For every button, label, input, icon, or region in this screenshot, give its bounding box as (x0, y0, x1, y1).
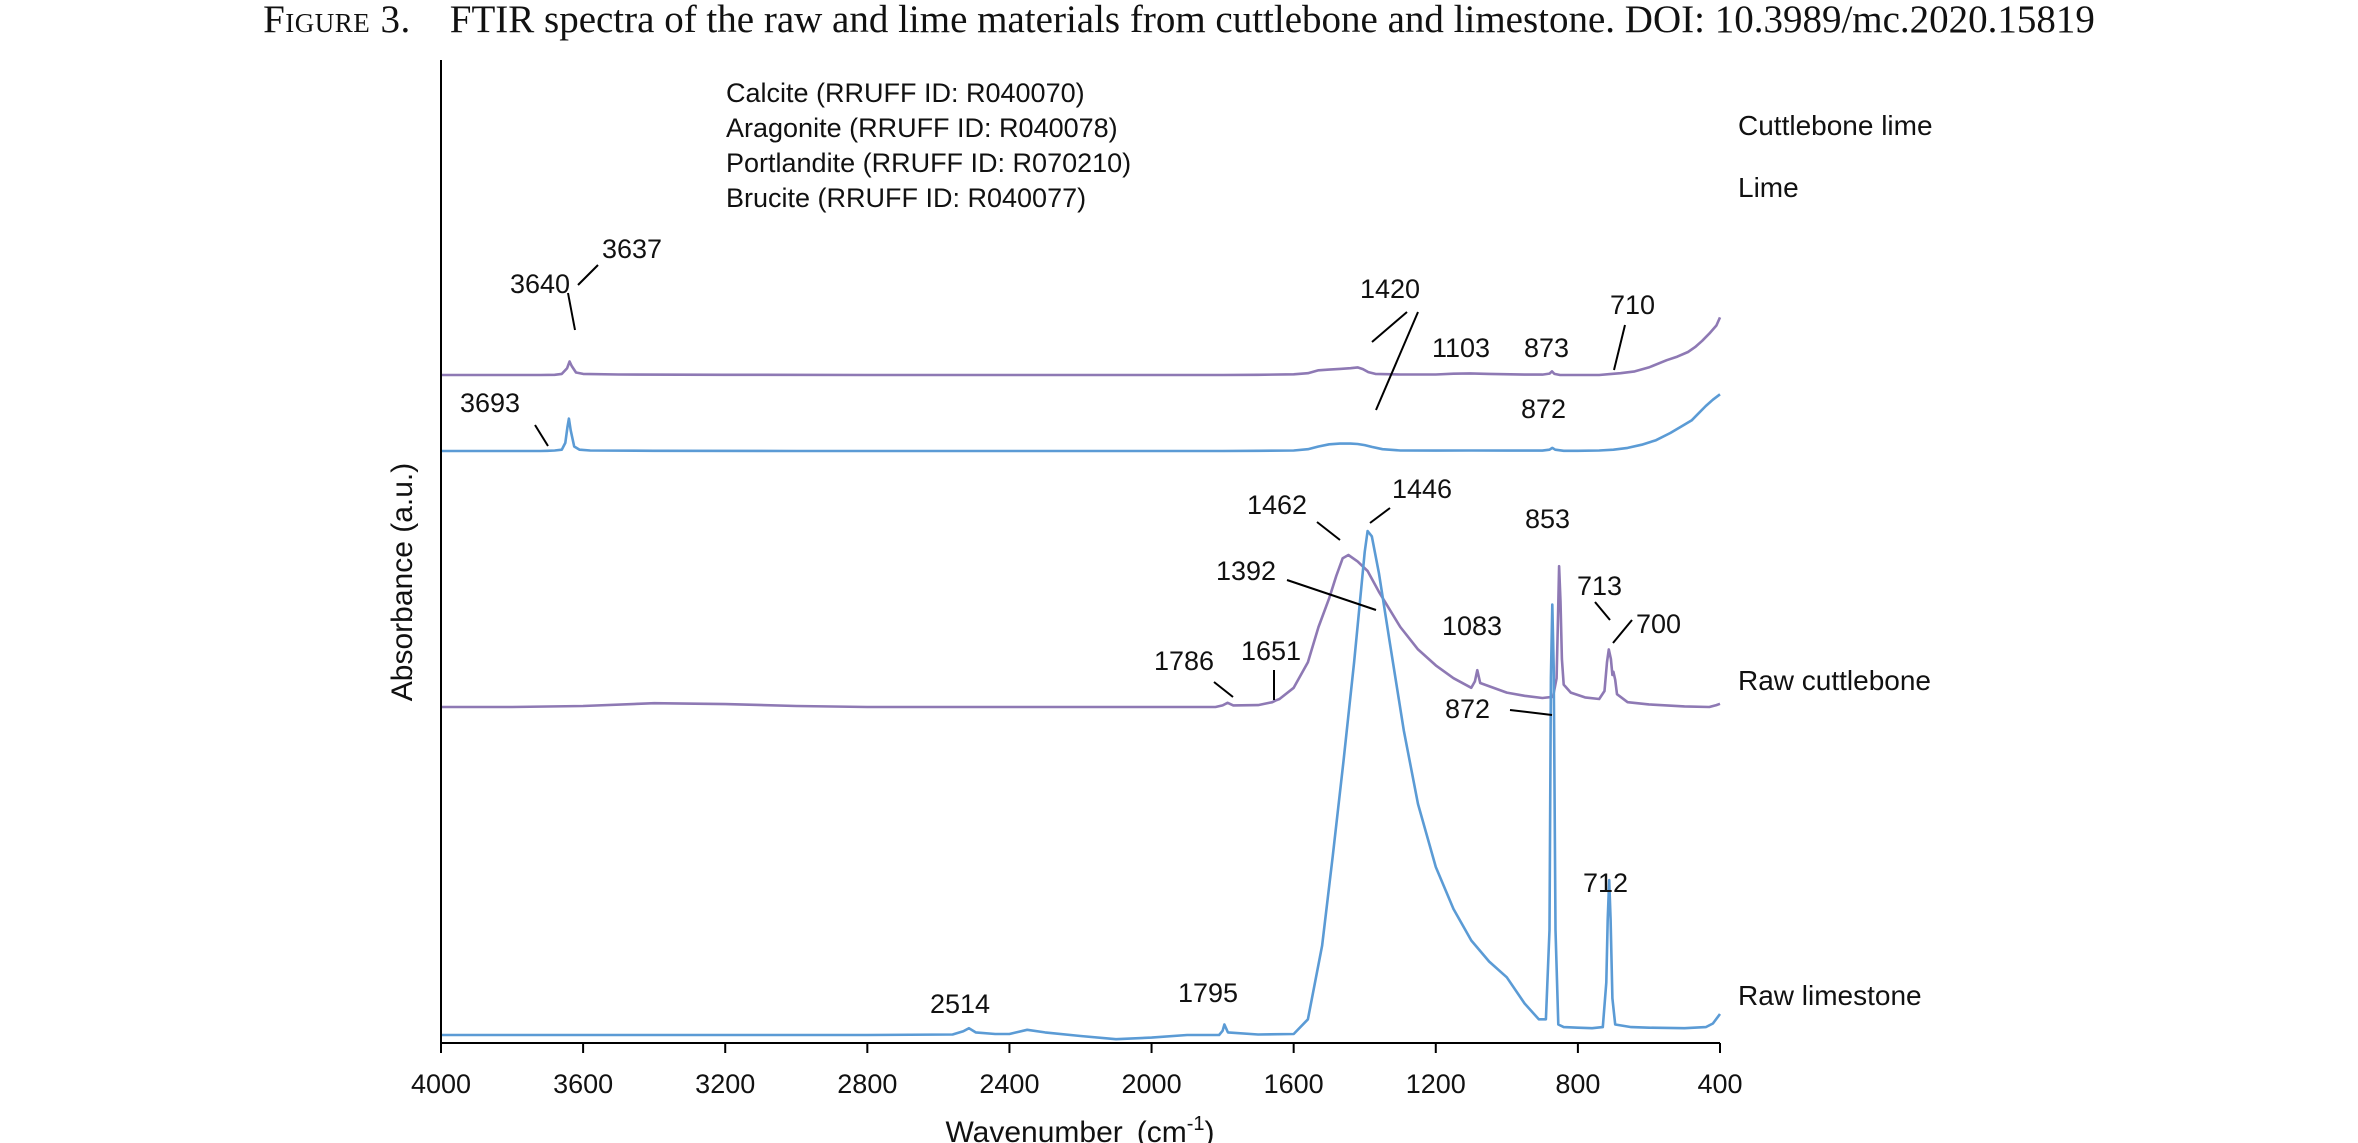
peak-leader-cuttlebone-lime-1420 (1371, 311, 1408, 343)
peak-label-raw-cuttlebone-1462: 1462 (1247, 490, 1307, 520)
peak-label-raw-cuttlebone-1083: 1083 (1442, 611, 1502, 641)
peak-label-raw-cuttlebone-1446: 1446 (1392, 474, 1452, 504)
series-line-cuttlebone-lime (441, 316, 1722, 377)
peak-label-cuttlebone-lime-710: 710 (1610, 290, 1655, 320)
peak-label-raw-limestone-2514: 2514 (930, 989, 990, 1019)
peak-leader-raw-cuttlebone-1786 (1213, 681, 1234, 698)
peak-label-raw-cuttlebone-713: 713 (1577, 571, 1622, 601)
x-axis-unit-exponent: -1 (1187, 1113, 1205, 1135)
figure-caption: Figure 3. FTIR spectra of the raw and li… (0, 0, 2358, 40)
x-tick-label-1200: 1200 (1406, 1069, 1466, 1099)
peak-label-cuttlebone-lime-3637: 3637 (602, 234, 662, 264)
peak-label-cuttlebone-lime-1420: 1420 (1360, 274, 1420, 304)
x-axis-unit-close: ) (1205, 1116, 1215, 1143)
series-line-raw-limestone (441, 529, 1722, 1041)
legend: Calcite (RRUFF ID: R040070) Aragonite (RR… (726, 78, 1131, 213)
figure-caption-label: Figure 3. (263, 0, 411, 41)
tick-label-layer: 4000 3600 3200 2800 2400 2000 1600 1200 800 400 (411, 1069, 1743, 1099)
figure-caption-text: FTIR spectra of the raw and lime materia… (449, 0, 2095, 41)
peak-leader-raw-limestone-1392 (1286, 579, 1377, 611)
peak-leader-cuttlebone-lime-3637 (577, 264, 599, 286)
x-tick-label-400: 400 (1697, 1069, 1742, 1099)
x-tick-label-2000: 2000 (1122, 1069, 1182, 1099)
peak-label-raw-cuttlebone-700: 700 (1636, 609, 1681, 639)
peak-label-raw-limestone-712: 712 (1583, 868, 1628, 898)
x-tick-label-1600: 1600 (1264, 1069, 1324, 1099)
peak-leader-cuttlebone-lime-710 (1613, 324, 1626, 371)
peak-leader-cuttlebone-lime-3640 (567, 292, 576, 331)
x-axis-title-text: Wavenumber (945, 1116, 1122, 1143)
peak-leader-raw-cuttlebone-700 (1612, 619, 1633, 644)
series-label-raw-cuttlebone: Raw cuttlebone (1738, 665, 1931, 696)
x-axis-title: Wavenumber (cm-1) (945, 1113, 1214, 1143)
peak-leader-raw-cuttlebone-1462 (1316, 521, 1341, 541)
peak-leader-raw-limestone-872 (1509, 709, 1553, 716)
peak-label-raw-cuttlebone-1651: 1651 (1241, 636, 1301, 666)
peak-label-raw-cuttlebone-853: 853 (1525, 504, 1570, 534)
x-tick-label-3200: 3200 (695, 1069, 755, 1099)
x-tick-label-800: 800 (1555, 1069, 1600, 1099)
peak-label-raw-limestone-1392: 1392 (1216, 556, 1276, 586)
legend-entry-3: Portlandite (RRUFF ID: R070210) (726, 148, 1131, 178)
series-label-raw-limestone: Raw limestone (1738, 980, 1922, 1011)
series-label-lime: Lime (1738, 172, 1799, 203)
peak-label-raw-limestone-872: 872 (1445, 694, 1490, 724)
x-axis-unit-base: (cm (1137, 1116, 1187, 1143)
peak-label-lime-872: 872 (1521, 394, 1566, 424)
peak-label-raw-limestone-1795: 1795 (1178, 978, 1238, 1008)
x-axis-unit: (cm-1) (1137, 1113, 1215, 1143)
legend-entry-4: Brucite (RRUFF ID: R040077) (726, 183, 1086, 213)
x-tick-label-4000: 4000 (411, 1069, 471, 1099)
series-layer (441, 316, 1722, 1041)
leader-line-layer (534, 264, 1633, 716)
peak-label-lime-3693: 3693 (460, 388, 520, 418)
series-line-raw-cuttlebone (441, 553, 1721, 709)
series-label-layer: Cuttlebone lime Lime Raw cuttlebone Raw lim… (1738, 110, 1933, 1011)
legend-entry-2: Aragonite (RRUFF ID: R040078) (726, 113, 1118, 143)
peak-label-raw-cuttlebone-1786: 1786 (1154, 646, 1214, 676)
peak-leader-raw-cuttlebone-1446 (1369, 507, 1391, 524)
peak-label-cuttlebone-lime-873: 873 (1524, 333, 1569, 363)
axes-layer (440, 60, 1721, 1053)
peak-leader-cuttlebone-lime-1420-b (1375, 311, 1419, 411)
peak-label-cuttlebone-lime-1103: 1103 (1432, 333, 1490, 363)
peak-leader-lime-3693 (534, 424, 549, 447)
peak-label-cuttlebone-lime-3640: 3640 (510, 269, 570, 299)
legend-entry-1: Calcite (RRUFF ID: R040070) (726, 78, 1085, 108)
series-label-cuttlebone-lime: Cuttlebone lime (1738, 110, 1933, 141)
series-line-lime (441, 393, 1721, 453)
x-tick-label-2400: 2400 (979, 1069, 1039, 1099)
x-tick-label-2800: 2800 (837, 1069, 897, 1099)
y-axis-title: Absorbance (a.u.) (386, 463, 419, 701)
peak-label-layer: 3640 3637 3693 1420 1103 873 710 872 1462 1446 853… (460, 234, 1681, 1019)
peak-leader-raw-cuttlebone-713 (1594, 601, 1611, 621)
x-tick-label-3600: 3600 (553, 1069, 613, 1099)
